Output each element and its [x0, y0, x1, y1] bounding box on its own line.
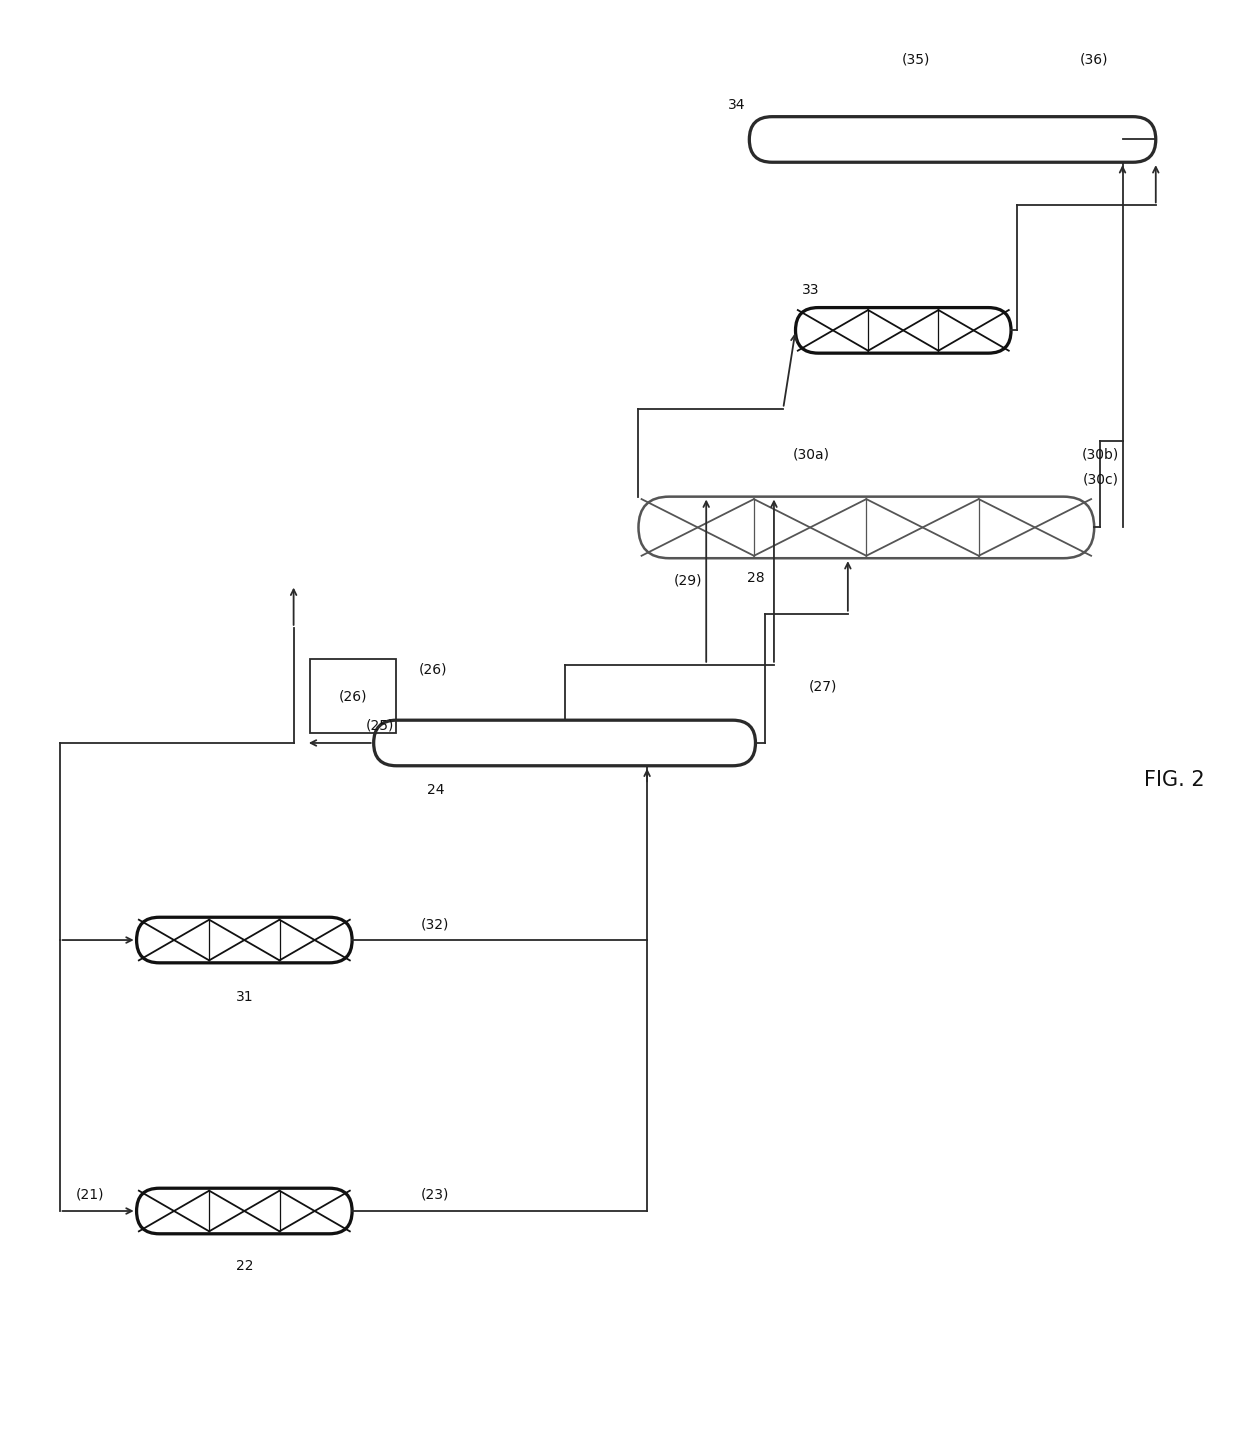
- Text: 22: 22: [236, 1259, 253, 1274]
- Text: (26): (26): [339, 690, 367, 703]
- Text: (36): (36): [1080, 52, 1109, 67]
- Text: (30b): (30b): [1081, 448, 1118, 462]
- Text: (23): (23): [422, 1188, 449, 1203]
- FancyBboxPatch shape: [373, 720, 755, 765]
- Text: (29): (29): [673, 574, 702, 587]
- Text: 31: 31: [236, 990, 253, 1004]
- FancyBboxPatch shape: [136, 917, 352, 962]
- FancyBboxPatch shape: [136, 1188, 352, 1233]
- Text: (27): (27): [808, 680, 837, 693]
- Text: 33: 33: [802, 283, 820, 297]
- Text: (25): (25): [366, 719, 394, 733]
- FancyBboxPatch shape: [796, 307, 1011, 354]
- Text: 24: 24: [427, 782, 444, 797]
- Text: (35): (35): [901, 52, 930, 67]
- Text: (30a): (30a): [792, 448, 830, 462]
- FancyBboxPatch shape: [749, 117, 1156, 162]
- Bar: [310, 659, 396, 733]
- Text: (32): (32): [422, 917, 449, 932]
- Text: 34: 34: [728, 99, 745, 112]
- FancyBboxPatch shape: [639, 497, 1094, 558]
- Text: (26): (26): [419, 662, 448, 677]
- Text: (30c): (30c): [1083, 472, 1118, 487]
- Text: 28: 28: [746, 571, 764, 585]
- Text: (21): (21): [76, 1188, 104, 1203]
- Text: FIG. 2: FIG. 2: [1145, 769, 1204, 790]
